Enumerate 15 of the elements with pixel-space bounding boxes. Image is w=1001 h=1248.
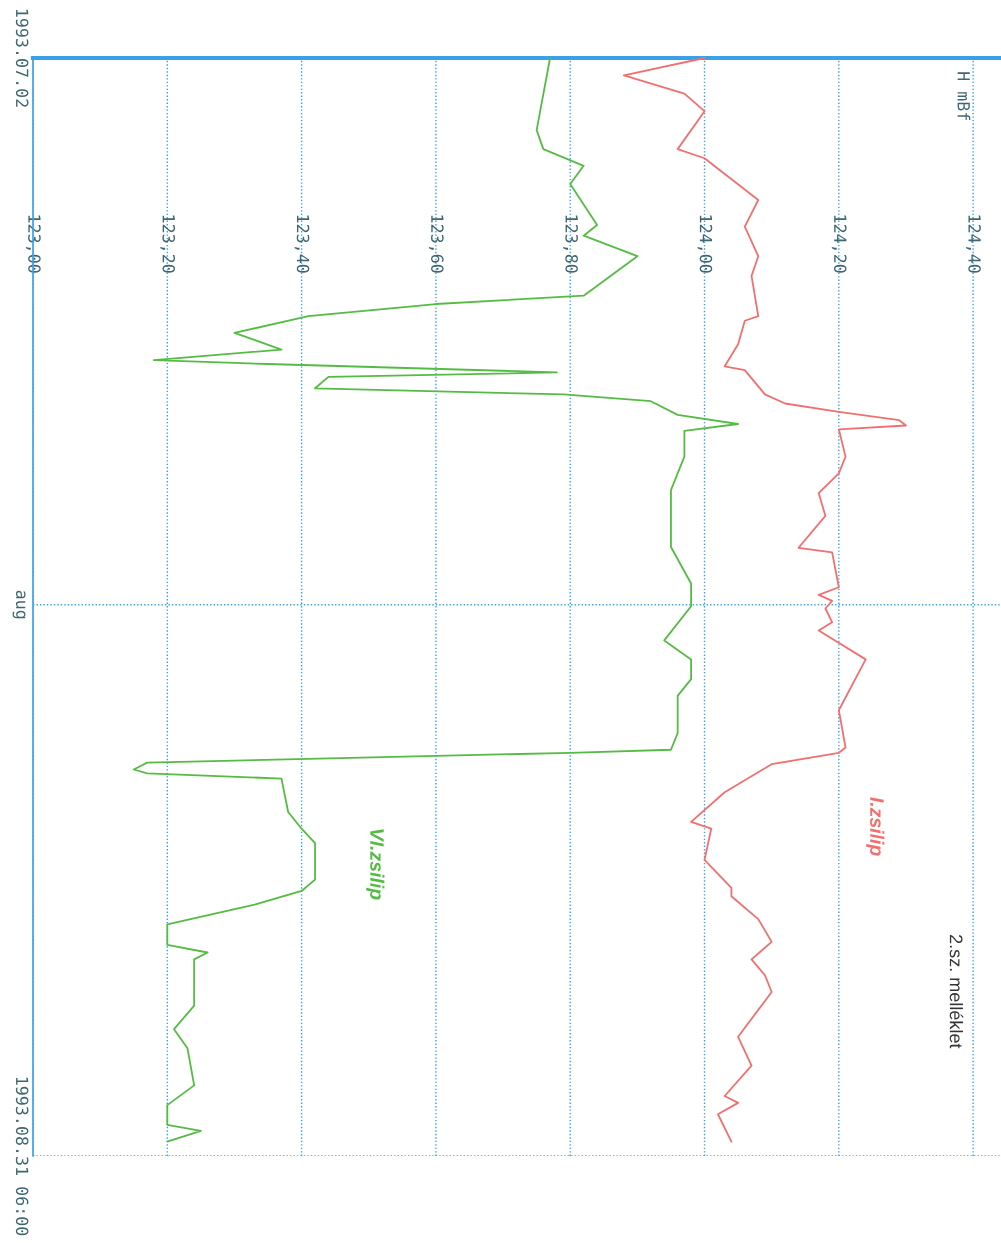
x-tick-label: 124,00 bbox=[697, 215, 713, 273]
x-tick-label: 123,60 bbox=[428, 215, 444, 273]
x-tick-label: 124,40 bbox=[966, 215, 981, 273]
x-tick-label: 123,40 bbox=[294, 215, 310, 273]
x-tick-label: 123,80 bbox=[563, 215, 578, 273]
text: VI.zsilip bbox=[366, 829, 385, 900]
x-tick-label: 123,00 bbox=[26, 215, 41, 273]
text: I.zsilip bbox=[866, 797, 885, 856]
x-tick-label: 123,20 bbox=[160, 215, 176, 273]
x-tick-label: 124,20 bbox=[831, 215, 847, 273]
y-tick-label: aug bbox=[12, 590, 26, 619]
y-tick-label: 1993.07.02 bbox=[15, 9, 29, 107]
annotation: 2.sz. melléklet bbox=[949, 935, 964, 1049]
annotation: H mBf bbox=[957, 72, 971, 120]
y-tick-label: 1993.08.31 06:00 bbox=[15, 1077, 29, 1236]
